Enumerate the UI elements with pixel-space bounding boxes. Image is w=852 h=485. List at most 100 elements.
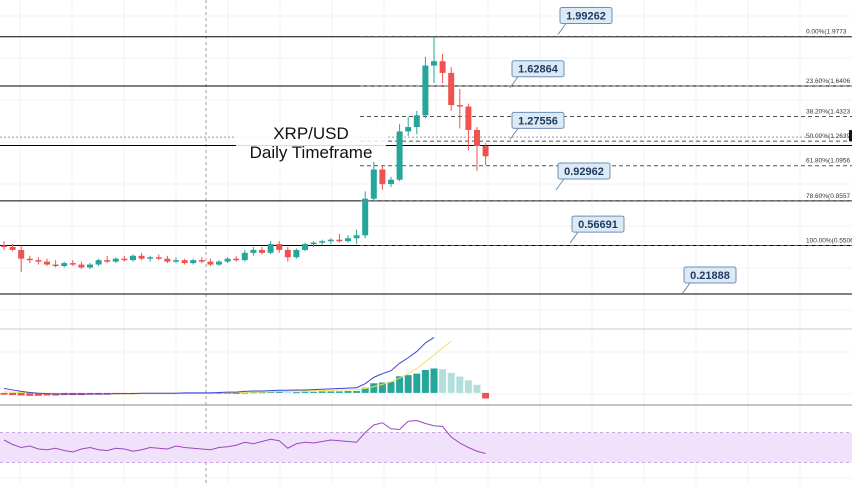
macd-histogram-bar [327,391,335,393]
candle-body [405,127,412,132]
candle-body [18,249,25,259]
macd-histogram-bar [310,391,318,393]
candle-body [267,244,274,253]
callout-pointer [569,231,579,244]
candle-body [52,264,59,267]
candle-body [448,72,455,106]
macd-histogram-bar [292,392,300,394]
candle-body [362,198,369,236]
macd-histogram-bar [301,391,309,393]
macd-histogram-bar [361,387,369,393]
candle-body [121,258,128,261]
callout-box [559,6,613,24]
macd-histogram-bar [43,392,51,396]
price-callouts: 1.99262 1.62864 1.27556 0.92962 0.56691 0.218… [509,6,737,295]
candle-body [388,179,394,185]
candle-body [198,260,205,262]
candle-body [353,235,360,239]
macd-histogram-bar [344,391,352,393]
fib-level-label: 100.00%(0.5506 [806,237,852,244]
callout-label: 0.56691 [578,219,618,231]
fib-level-label: 61.80%(1.0956 [806,158,850,165]
candle-body [44,261,50,265]
macd-histogram-bar [464,380,472,393]
macd-histogram-bar [473,384,481,393]
candle-body [327,239,334,242]
callout-label: 1.99262 [566,10,606,22]
candle-body [207,261,214,265]
callout-pointer [509,128,519,140]
candle-body [155,257,162,259]
candle-body [87,264,93,268]
candle-body [1,245,7,248]
macd-histogram-bar [456,376,464,393]
macd-histogram-bar [9,392,17,396]
candle-body [224,258,231,262]
callout-label: 1.27556 [518,115,558,127]
macd-histogram-bar [447,372,455,393]
callout-pointer [681,282,691,295]
candle-body [293,249,300,258]
candle-body [465,106,472,130]
candle-body [130,255,136,261]
callout-label: 0.92962 [564,166,604,178]
candle-body [250,249,257,253]
candle-body [319,241,326,243]
candle-body [173,260,179,262]
candle-body [112,258,119,262]
chart-title-block: XRP/USD Daily Timeframe [236,124,386,162]
candle-body [69,263,76,265]
candle-body [26,258,33,261]
macd-histogram-bar [378,382,386,393]
callout-pointer [555,178,565,191]
macd-histogram-bar [439,369,447,393]
macd-histogram-bar [275,391,283,393]
candle-body [284,249,291,258]
macd-histogram-bar [413,373,421,393]
callout-pointer [557,23,567,35]
candle-body [345,238,351,242]
callout-pointer [509,76,519,89]
candle-body [9,247,16,250]
macd-histogram-bar [0,392,8,395]
macd-histogram-bar [26,392,34,396]
candle-body [431,61,437,66]
candle-body [61,263,68,267]
candle-body [147,257,154,259]
candle-body [336,239,343,242]
candle-body [276,244,283,250]
macd-line [3,336,435,395]
candle-body [302,244,308,250]
candle-body [181,260,188,264]
macd-histogram-bar [387,381,395,393]
macd-histogram-bar [17,392,25,396]
candle-body [259,249,265,253]
macd-histogram-bar [404,375,412,393]
candle-body [310,242,317,245]
price-scale-marker [849,130,852,142]
candle-body [216,261,222,265]
candle-body [482,146,489,157]
callout-label: 1.62864 [518,64,559,76]
macd-panel [0,336,490,399]
macd-histogram-bar [284,392,292,394]
candle-body [370,169,377,199]
fib-level-label: 23.60%(1.6406 [806,78,850,85]
candle-body [164,258,171,262]
callout-box [557,162,611,180]
callout-box [571,215,625,233]
candle-body [474,129,480,147]
macd-histogram-bar [421,369,429,393]
candle-body [190,260,197,264]
candle-body [413,115,420,128]
candle-body [396,131,403,180]
candle-body [35,260,42,262]
candle-body [422,65,429,116]
candle-body [439,61,446,73]
candle-body [241,252,248,261]
candle-body [95,260,102,265]
callout-box [683,266,737,284]
fib-level-label: 0.00%(1.9773 [806,29,847,36]
macd-histogram-bar [34,392,42,396]
